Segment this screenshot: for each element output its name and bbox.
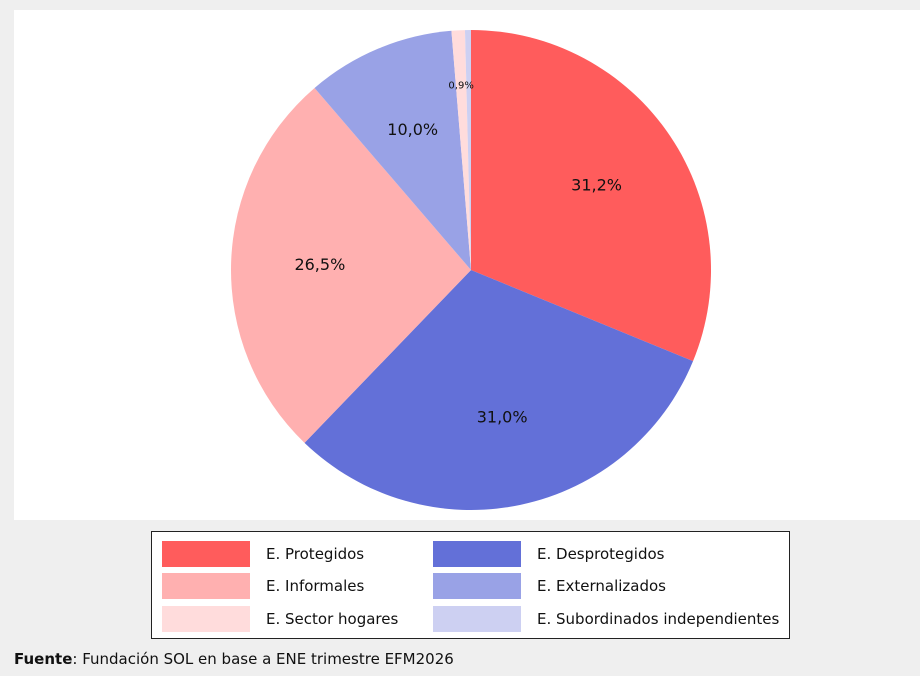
legend-swatch (433, 606, 521, 632)
slice-label-e-externalizados: 10,0% (387, 120, 438, 139)
legend: E. Protegidos E. Desprotegidos E. Inform… (151, 531, 790, 639)
legend-label: E. Informales (266, 577, 365, 595)
pie-slice-e-subordinados-independientes (464, 30, 471, 270)
legend-swatch (162, 541, 250, 567)
pie-slice-e-desprotegidos (304, 270, 694, 511)
legend-item-sector-hogares: E. Sector hogares (162, 606, 398, 632)
legend-swatch (433, 541, 521, 567)
legend-item-subordinados-independientes: E. Subordinados independientes (433, 606, 779, 632)
slice-label-e-desprotegidos: 31,0% (477, 407, 528, 426)
legend-item-protegidos: E. Protegidos (162, 541, 364, 567)
source-note: Fuente: Fundación SOL en base a ENE trim… (14, 650, 454, 668)
source-text: : Fundación SOL en base a ENE trimestre … (72, 650, 454, 668)
legend-label: E. Desprotegidos (537, 545, 665, 563)
slice-label-e-sector-hogares: 0,9% (448, 80, 473, 91)
source-prefix: Fuente (14, 650, 73, 668)
pie-slice-e-externalizados (314, 30, 471, 271)
legend-label: E. Protegidos (266, 545, 365, 563)
pie-slice-e-informales (230, 87, 471, 443)
legend-item-desprotegidos: E. Desprotegidos (433, 541, 664, 567)
legend-item-externalizados: E. Externalizados (433, 573, 666, 599)
pie-slice-e-sector-hogares (451, 30, 471, 271)
legend-swatch (433, 573, 521, 599)
pie-chart: 31,2% 31,0% 26,5% 10,0% 0,9% (230, 30, 711, 511)
legend-label: E. Externalizados (537, 577, 666, 595)
slice-label-e-informales: 26,5% (294, 255, 345, 274)
pie-slice-e-protegidos (471, 30, 711, 362)
legend-swatch (162, 573, 250, 599)
legend-swatch (162, 606, 250, 632)
legend-label: E. Sector hogares (266, 610, 399, 628)
legend-label: E. Subordinados independientes (537, 610, 780, 628)
plot-panel: 31,2% 31,0% 26,5% 10,0% 0,9% (14, 10, 920, 520)
slice-label-e-protegidos: 31,2% (571, 175, 622, 194)
legend-item-informales: E. Informales (162, 573, 364, 599)
